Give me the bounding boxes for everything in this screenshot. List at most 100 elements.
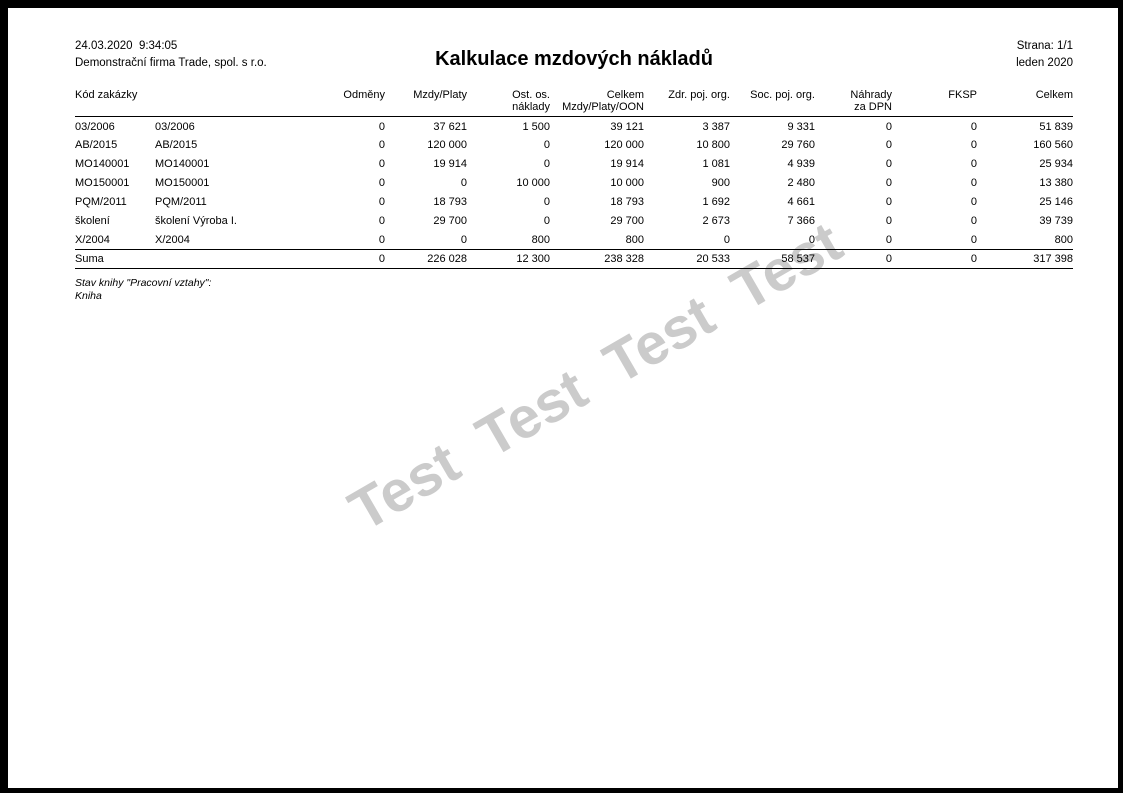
suma-row: Suma 0 226 028 12 300 238 328 20 533 58 537 0 0 3…	[75, 249, 1073, 269]
row-value: 10 000	[516, 177, 550, 189]
row-value: 29 700	[610, 215, 644, 227]
row-value: 10 000	[610, 177, 644, 189]
row-value: 0	[543, 215, 550, 227]
column-header-l1: Celkem	[1035, 89, 1073, 101]
costs-table: Kód zakázky Odměny Mzdy/Platy Ost. os. nákla…	[75, 89, 1073, 269]
row-name: MO140001	[155, 158, 210, 170]
row-name: MO150001	[155, 177, 210, 189]
column-header-l1: Kód zakázky	[75, 89, 138, 101]
row-value: 0	[378, 215, 385, 227]
column-header: Kód zakázky	[75, 89, 155, 117]
row-value: 13 380	[1039, 177, 1073, 189]
row-value: 0	[970, 177, 977, 189]
column-header-l1: FKSP	[948, 89, 977, 101]
row-value: 9 331	[787, 121, 815, 134]
column-header	[155, 89, 305, 117]
row-value: 0	[885, 121, 892, 134]
row-value: 0	[378, 139, 385, 151]
row-value: 51 839	[1039, 121, 1073, 134]
column-header-l1: Odměny	[343, 89, 385, 101]
row-value: 1 500	[522, 121, 550, 134]
report-header: 24.03.2020 9:34:05 Demonstrační firma Tr…	[75, 38, 1073, 72]
row-value: 0	[723, 233, 730, 246]
row-value: 4 661	[787, 196, 815, 208]
row-code: školení	[75, 215, 110, 227]
row-value: 29 700	[433, 215, 467, 227]
row-value: 0	[885, 158, 892, 170]
row-value: 0	[970, 196, 977, 208]
table-row: MO140001 MO140001 0 19 914 0 19 914 1 081 4 939…	[75, 155, 1073, 174]
row-name: 03/2006	[155, 121, 195, 134]
table-row: PQM/2011 PQM/2011 0 18 793 0 18 793 1 692 4 661…	[75, 193, 1073, 212]
row-value: 160 560	[1033, 139, 1073, 151]
row-value: 0	[460, 177, 467, 189]
row-value: 0	[460, 233, 467, 246]
column-header: Náhrady za DPN	[815, 89, 892, 117]
row-value: 120 000	[604, 139, 644, 151]
row-value: 1 081	[702, 158, 730, 170]
suma-label: Suma	[75, 249, 155, 269]
row-value: 2 480	[787, 177, 815, 189]
suma-value: 58 537	[730, 249, 815, 269]
suma-value: 0	[305, 249, 385, 269]
header-right: Strana: 1/1 leden 2020	[713, 38, 1073, 72]
row-name: školení Výroba I.	[155, 215, 237, 227]
row-value: 3 387	[702, 121, 730, 134]
row-value: 19 914	[433, 158, 467, 170]
column-header-l1: Zdr. poj. org.	[668, 89, 730, 101]
row-value: 0	[970, 158, 977, 170]
company-name: Demonstrační firma Trade, spol. s r.o.	[75, 57, 267, 69]
row-value: 19 914	[610, 158, 644, 170]
page-number: Strana: 1/1	[1016, 40, 1074, 52]
table-header-row: Kód zakázky Odměny Mzdy/Platy Ost. os. nákla…	[75, 89, 1073, 117]
column-header: Zdr. poj. org.	[644, 89, 730, 117]
row-value: 0	[885, 233, 892, 246]
book-status-label: Stav knihy "Pracovní vztahy":	[75, 277, 212, 289]
row-value: 800	[1054, 233, 1073, 246]
row-value: 39 121	[610, 121, 644, 134]
row-value: 0	[378, 233, 385, 246]
table-row: AB/2015 AB/2015 0 120 000 0 120 000 10 800 29 7…	[75, 136, 1073, 155]
row-value: 0	[970, 215, 977, 227]
column-header: Mzdy/Platy	[385, 89, 467, 117]
table-row: X/2004 X/2004 0 0 800 800 0 0 0 0 800	[75, 231, 1073, 250]
table-row: 03/2006 03/2006 0 37 621 1 500 39 121 3 387 9 3…	[75, 117, 1073, 136]
row-code: AB/2015	[75, 139, 118, 151]
suma-value: 0	[815, 249, 892, 269]
row-value: 29 760	[781, 139, 815, 151]
column-header-l1: Celkem	[606, 89, 644, 101]
header-left: 24.03.2020 9:34:05 Demonstrační firma Tr…	[75, 38, 435, 72]
row-code: X/2004	[75, 233, 110, 246]
column-header-l2: Mzdy/Platy/OON	[562, 101, 644, 113]
row-name: AB/2015	[155, 139, 198, 151]
column-header: FKSP	[892, 89, 977, 117]
row-value: 0	[970, 139, 977, 151]
row-value: 0	[885, 139, 892, 151]
row-value: 0	[378, 177, 385, 189]
column-header: Ost. os. náklady	[467, 89, 550, 117]
book-status: Stav knihy "Pracovní vztahy": Kniha	[75, 277, 1073, 303]
suma-value: 226 028	[385, 249, 467, 269]
row-value: 800	[625, 233, 644, 246]
report-period: leden 2020	[1016, 57, 1074, 69]
column-header-l2: za DPN	[854, 101, 892, 113]
column-header-l1: Mzdy/Platy	[413, 89, 467, 101]
row-code: MO150001	[75, 177, 130, 189]
column-header: Soc. poj. org.	[730, 89, 815, 117]
column-header-l1: Náhrady	[850, 89, 892, 101]
row-value: 18 793	[433, 196, 467, 208]
row-value: 0	[543, 196, 550, 208]
row-value: 1 692	[702, 196, 730, 208]
row-value: 0	[885, 215, 892, 227]
row-code: 03/2006	[75, 121, 115, 134]
suma-value: 317 398	[977, 249, 1073, 269]
row-name: X/2004	[155, 233, 190, 246]
row-value: 0	[543, 158, 550, 170]
row-code: MO140001	[75, 158, 130, 170]
row-value: 10 800	[696, 139, 730, 151]
row-value: 900	[711, 177, 730, 189]
suma-value: 238 328	[550, 249, 644, 269]
column-header: Odměny	[305, 89, 385, 117]
suma-value: 0	[892, 249, 977, 269]
row-value: 25 934	[1039, 158, 1073, 170]
